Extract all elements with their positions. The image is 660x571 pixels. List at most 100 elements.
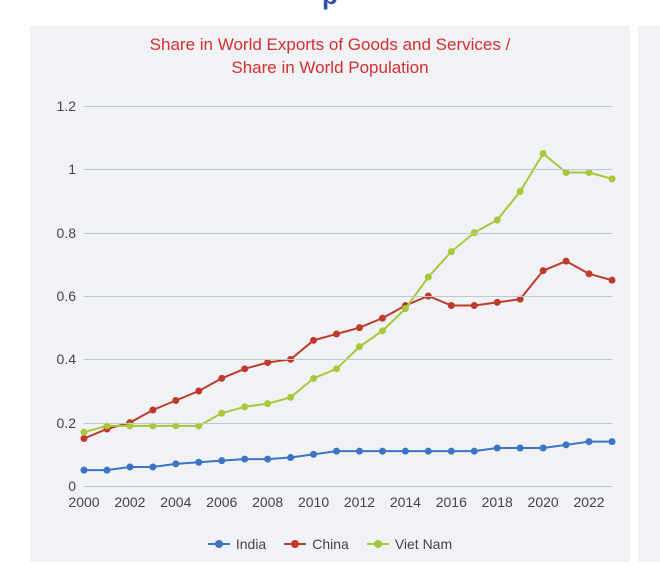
- y-tick-label: 0: [68, 478, 76, 494]
- legend-item-viet-nam: Viet Nam: [367, 536, 452, 552]
- x-tick-label: 2010: [298, 494, 329, 510]
- series-marker: [609, 438, 616, 445]
- gridline: [84, 423, 612, 424]
- series-marker: [356, 343, 363, 350]
- chart-title: Share in World Exports of Goods and Serv…: [30, 34, 630, 80]
- legend-label: China: [312, 536, 349, 552]
- series-marker: [448, 302, 455, 309]
- plot-area: 00.20.40.60.811.220002002200420062008201…: [84, 106, 612, 486]
- series-marker: [494, 217, 501, 224]
- series-marker: [356, 448, 363, 455]
- x-tick-label: 2014: [390, 494, 421, 510]
- legend-swatch: [284, 543, 306, 545]
- series-marker: [218, 410, 225, 417]
- legend-marker-icon: [374, 540, 382, 548]
- series-marker: [81, 429, 88, 436]
- series-marker: [494, 445, 501, 452]
- series-marker: [379, 327, 386, 334]
- series-marker: [425, 274, 432, 281]
- series-marker: [241, 403, 248, 410]
- series-marker: [218, 457, 225, 464]
- series-marker: [126, 464, 133, 471]
- x-tick-label: 2016: [436, 494, 467, 510]
- series-marker: [540, 150, 547, 157]
- series-marker: [264, 400, 271, 407]
- y-tick-label: 0.4: [57, 351, 76, 367]
- series-marker: [379, 448, 386, 455]
- legend-swatch: [208, 543, 230, 545]
- series-marker: [379, 315, 386, 322]
- legend-swatch: [367, 543, 389, 545]
- y-tick-label: 0.6: [57, 288, 76, 304]
- series-marker: [172, 397, 179, 404]
- series-marker: [356, 324, 363, 331]
- series-marker: [172, 460, 179, 467]
- series-marker: [264, 456, 271, 463]
- right-edge-strip: [638, 26, 660, 562]
- series-marker: [402, 448, 409, 455]
- x-tick-label: 2008: [252, 494, 283, 510]
- series-marker: [310, 451, 317, 458]
- series-marker: [563, 258, 570, 265]
- series-marker: [448, 248, 455, 255]
- series-marker: [103, 467, 110, 474]
- series-marker: [586, 438, 593, 445]
- x-tick-label: 2006: [206, 494, 237, 510]
- series-marker: [425, 448, 432, 455]
- series-marker: [517, 188, 524, 195]
- series-marker: [333, 448, 340, 455]
- x-tick-label: 2020: [528, 494, 559, 510]
- x-tick-label: 2012: [344, 494, 375, 510]
- series-marker: [540, 445, 547, 452]
- gridline: [84, 296, 612, 297]
- gridline: [84, 233, 612, 234]
- series-marker: [586, 270, 593, 277]
- series-marker: [448, 448, 455, 455]
- series-marker: [287, 394, 294, 401]
- legend-marker-icon: [291, 540, 299, 548]
- series-marker: [195, 388, 202, 395]
- legend-item-india: India: [208, 536, 266, 552]
- y-tick-label: 1: [68, 161, 76, 177]
- legend-label: India: [236, 536, 266, 552]
- series-marker: [471, 448, 478, 455]
- legend-marker-icon: [215, 540, 223, 548]
- y-tick-label: 0.2: [57, 415, 76, 431]
- x-tick-label: 2022: [573, 494, 604, 510]
- series-marker: [310, 337, 317, 344]
- series-marker: [149, 464, 156, 471]
- series-marker: [471, 302, 478, 309]
- chart-panel: Share in World Exports of Goods and Serv…: [30, 26, 630, 562]
- x-tick-label: 2018: [482, 494, 513, 510]
- series-marker: [81, 435, 88, 442]
- series-marker: [241, 456, 248, 463]
- y-tick-label: 1.2: [57, 98, 76, 114]
- series-marker: [333, 331, 340, 338]
- series-marker: [195, 459, 202, 466]
- series-marker: [218, 375, 225, 382]
- series-marker: [149, 407, 156, 414]
- series-marker: [540, 267, 547, 274]
- series-marker: [563, 441, 570, 448]
- y-tick-label: 0.8: [57, 225, 76, 241]
- series-marker: [241, 365, 248, 372]
- gridline: [84, 169, 612, 170]
- chart-title-line1: Share in World Exports of Goods and Serv…: [150, 35, 511, 77]
- x-tick-label: 2004: [160, 494, 191, 510]
- x-tick-label: 2000: [68, 494, 99, 510]
- x-tick-label: 2002: [114, 494, 145, 510]
- series-marker: [310, 375, 317, 382]
- series-line-india: [84, 442, 612, 471]
- series-line-china: [84, 261, 612, 438]
- gridline: [84, 106, 612, 107]
- series-marker: [81, 467, 88, 474]
- series-line-viet-nam: [84, 154, 612, 433]
- gridline: [84, 486, 612, 487]
- series-marker: [609, 175, 616, 182]
- series-marker: [287, 454, 294, 461]
- gridline: [84, 359, 612, 360]
- legend: India China Viet Nam: [30, 536, 630, 552]
- series-marker: [402, 305, 409, 312]
- legend-label: Viet Nam: [395, 536, 452, 552]
- series-marker: [609, 277, 616, 284]
